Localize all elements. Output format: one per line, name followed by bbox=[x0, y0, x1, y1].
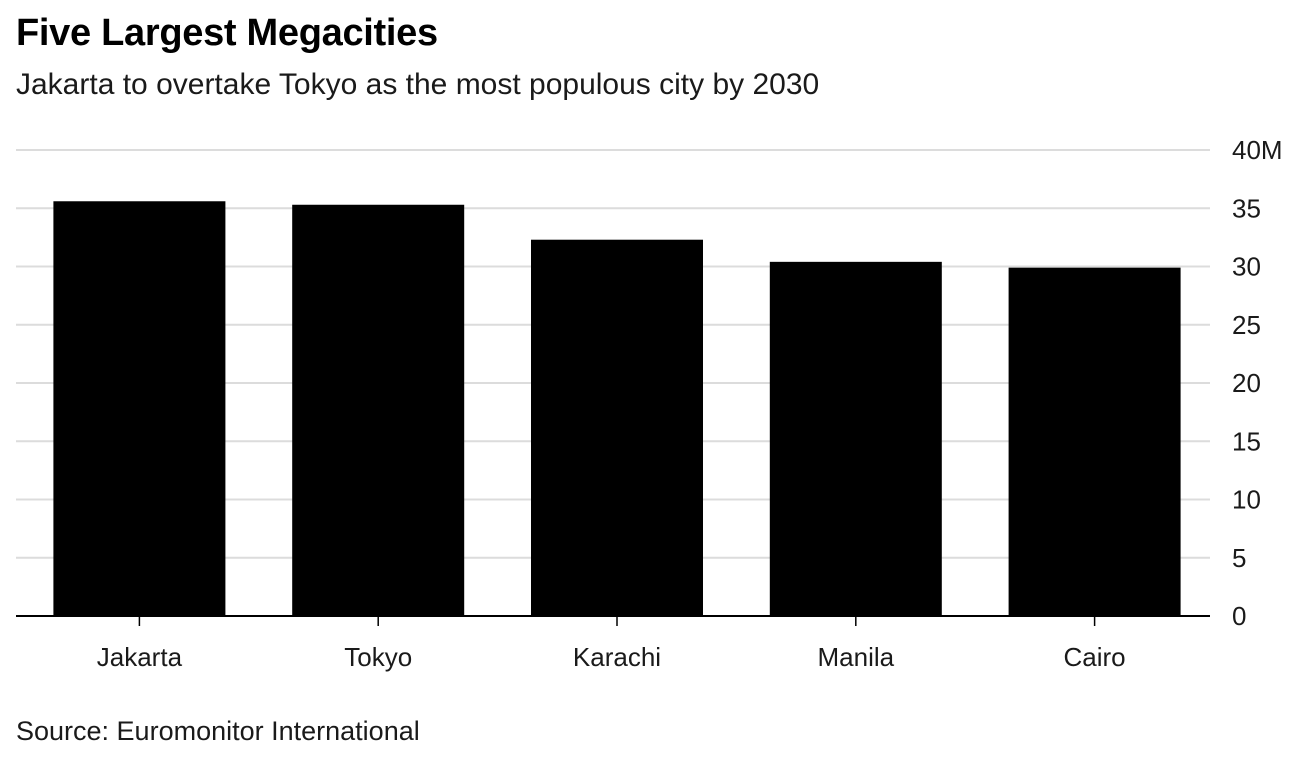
bar-manila bbox=[769, 261, 942, 616]
bar-cairo bbox=[1008, 267, 1181, 616]
chart-subtitle: Jakarta to overtake Tokyo as the most po… bbox=[16, 68, 820, 101]
y-tick-label: 20 bbox=[1232, 368, 1261, 398]
bar-tokyo bbox=[292, 204, 465, 616]
source-note: Source: Euromonitor International bbox=[16, 716, 420, 746]
y-tick-label: 30 bbox=[1232, 252, 1261, 282]
x-axis-category-labels: Jakarta Tokyo Karachi Manila Cairo bbox=[97, 642, 1126, 672]
y-tick-label: 0 bbox=[1232, 601, 1246, 631]
y-tick-label: 25 bbox=[1232, 310, 1261, 340]
y-axis-tick-labels: 0 5 10 15 20 25 30 35 40M bbox=[1232, 135, 1283, 631]
x-tick-label: Manila bbox=[818, 642, 895, 672]
y-tick-label: 35 bbox=[1232, 193, 1261, 223]
bar-karachi bbox=[531, 239, 703, 616]
bars bbox=[53, 201, 1181, 616]
chart-title: Five Largest Megacities bbox=[16, 12, 438, 54]
x-axis bbox=[16, 615, 1210, 626]
x-tick-label: Jakarta bbox=[97, 642, 183, 672]
y-tick-label: 5 bbox=[1232, 543, 1246, 573]
bar-jakarta bbox=[53, 201, 226, 616]
y-tick-label: 15 bbox=[1232, 426, 1261, 456]
x-tick-label: Tokyo bbox=[344, 642, 412, 672]
x-tick-label: Karachi bbox=[573, 642, 661, 672]
x-tick-label: Cairo bbox=[1064, 642, 1126, 672]
y-tick-label: 10 bbox=[1232, 485, 1261, 515]
y-tick-label: 40M bbox=[1232, 135, 1283, 165]
